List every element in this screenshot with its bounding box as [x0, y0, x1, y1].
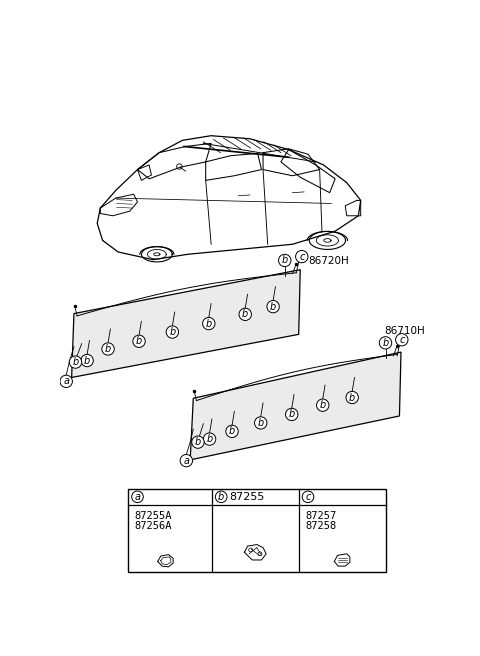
Text: b: b	[72, 357, 79, 367]
Text: b: b	[169, 327, 176, 337]
Circle shape	[203, 318, 215, 330]
Text: b: b	[282, 255, 288, 266]
Text: 87258: 87258	[305, 521, 336, 531]
Polygon shape	[72, 270, 300, 377]
Polygon shape	[190, 352, 401, 460]
Text: b: b	[349, 392, 355, 403]
Text: b: b	[270, 302, 276, 312]
Text: b: b	[288, 409, 295, 419]
Circle shape	[286, 408, 298, 420]
Text: b: b	[206, 434, 213, 444]
Text: 86710H: 86710H	[384, 325, 425, 335]
Circle shape	[254, 417, 267, 429]
Text: b: b	[218, 492, 224, 502]
Circle shape	[69, 356, 82, 368]
Text: a: a	[63, 377, 69, 386]
Text: c: c	[305, 492, 311, 502]
Circle shape	[316, 399, 329, 411]
Text: 87256A: 87256A	[134, 521, 172, 531]
Text: 86720H: 86720H	[308, 256, 349, 266]
Circle shape	[226, 425, 238, 438]
Circle shape	[296, 251, 308, 263]
Circle shape	[81, 354, 93, 367]
Circle shape	[204, 433, 216, 445]
Circle shape	[192, 436, 204, 448]
Circle shape	[239, 308, 252, 321]
Text: b: b	[242, 310, 248, 319]
Text: c: c	[299, 252, 304, 262]
Circle shape	[346, 392, 359, 403]
Text: a: a	[183, 456, 189, 466]
Text: b: b	[320, 400, 326, 410]
Text: b: b	[195, 437, 201, 447]
Circle shape	[166, 326, 179, 338]
Circle shape	[379, 337, 392, 349]
Text: b: b	[205, 319, 212, 329]
Text: b: b	[258, 418, 264, 428]
Circle shape	[60, 375, 72, 388]
Circle shape	[302, 491, 314, 502]
Text: b: b	[136, 337, 142, 346]
Circle shape	[278, 255, 291, 266]
Circle shape	[102, 343, 114, 355]
Text: c: c	[399, 335, 405, 345]
Text: b: b	[383, 338, 389, 348]
Bar	[128, 489, 385, 572]
Circle shape	[267, 300, 279, 313]
Text: b: b	[105, 344, 111, 354]
Text: b: b	[229, 426, 235, 436]
Text: b: b	[84, 356, 90, 365]
Circle shape	[216, 491, 227, 502]
Text: 87255A: 87255A	[134, 510, 172, 521]
Circle shape	[133, 335, 145, 348]
Circle shape	[396, 334, 408, 346]
Text: 87255: 87255	[230, 492, 265, 502]
Text: a: a	[134, 492, 141, 502]
Circle shape	[180, 455, 192, 467]
Circle shape	[132, 491, 144, 502]
Text: 87257: 87257	[305, 510, 336, 521]
